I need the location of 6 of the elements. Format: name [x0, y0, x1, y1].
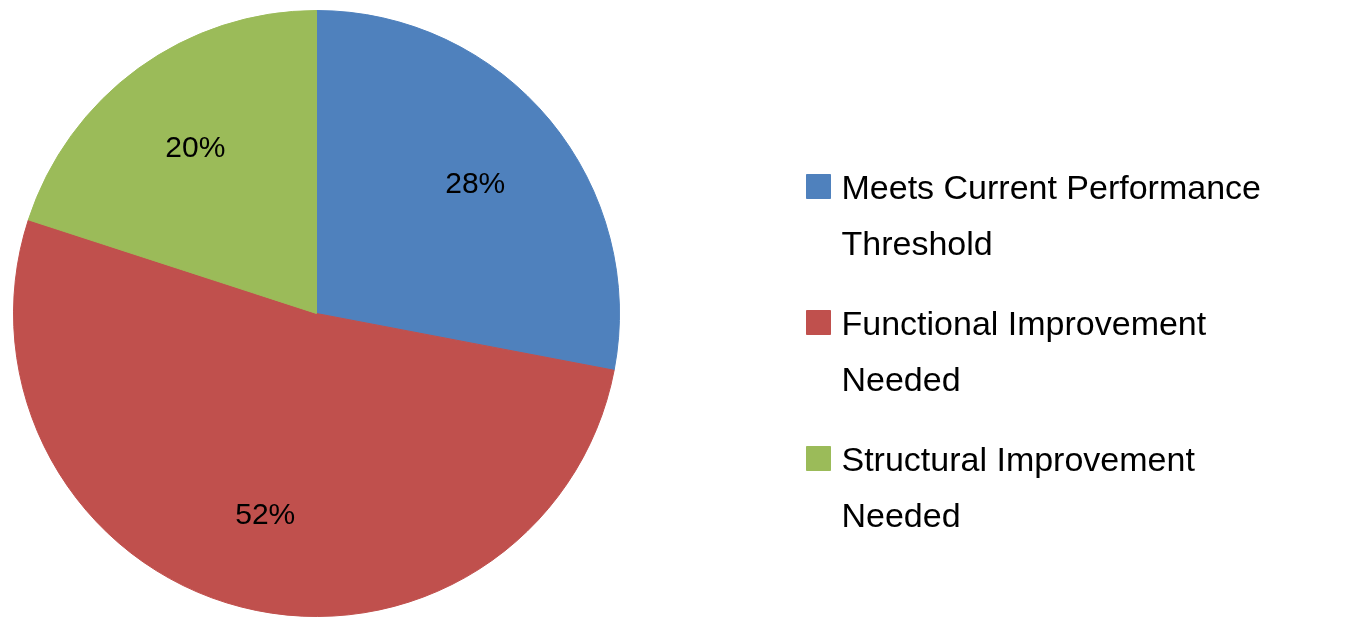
legend-label: Meets Current Performance Threshold	[841, 167, 1261, 262]
data-label: 20%	[165, 130, 226, 164]
data-label: 52%	[235, 496, 296, 530]
legend-label: Functional Improvement Needed	[841, 303, 1207, 398]
data-label: 28%	[445, 165, 506, 199]
legend-label: Structural Improvement Needed	[841, 439, 1196, 534]
